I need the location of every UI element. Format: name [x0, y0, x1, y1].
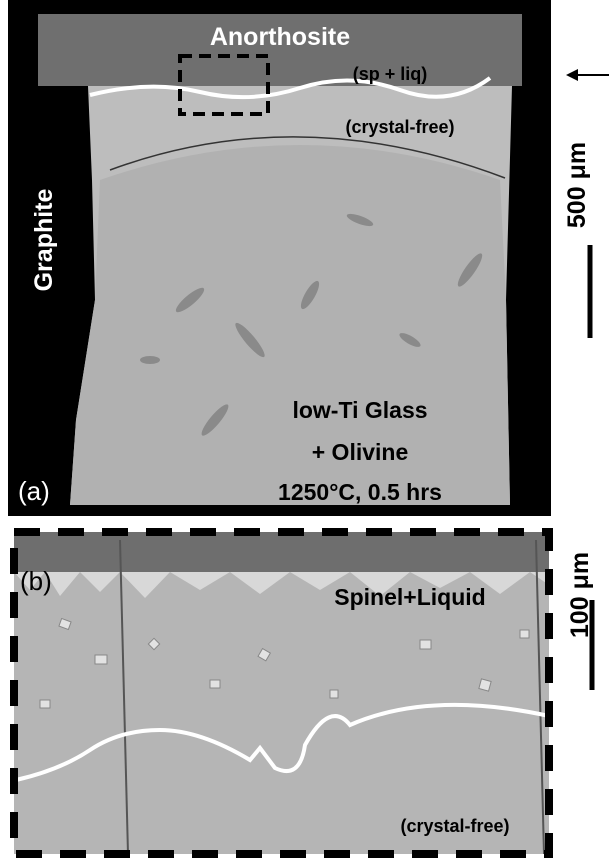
- panel-label: (a): [18, 476, 50, 506]
- crystal-free-label: (crystal-free): [345, 117, 454, 137]
- scale-label: 100 μm: [566, 552, 594, 638]
- crystal-free-label: (crystal-free): [400, 816, 509, 836]
- olivine-zone: [70, 145, 510, 505]
- caption-line: low-Ti Glass: [292, 397, 427, 423]
- graphite-label: Graphite: [30, 189, 58, 292]
- sp-liq-label: (sp + liq): [353, 64, 428, 84]
- anorthosite-layer: [14, 532, 549, 572]
- panel-a: Anorthosite (sp + liq) (crystal-free) Gr…: [8, 0, 609, 516]
- spinel-liquid-label: Spinel+Liquid: [334, 584, 485, 610]
- caption-line: 1250°C, 0.5 hrs: [278, 479, 442, 505]
- panel-b: (b) Spinel+Liquid (crystal-free) 100 μm: [14, 532, 594, 854]
- panel-label: (b): [20, 566, 52, 596]
- scale-label: 500 μm: [563, 142, 591, 228]
- figure: Anorthosite (sp + liq) (crystal-free) Gr…: [0, 0, 609, 861]
- caption-line: + Olivine: [312, 439, 409, 465]
- page: Anorthosite (sp + liq) (crystal-free) Gr…: [0, 0, 609, 861]
- arrow-head: [566, 69, 578, 81]
- anorthosite-label: Anorthosite: [210, 23, 350, 51]
